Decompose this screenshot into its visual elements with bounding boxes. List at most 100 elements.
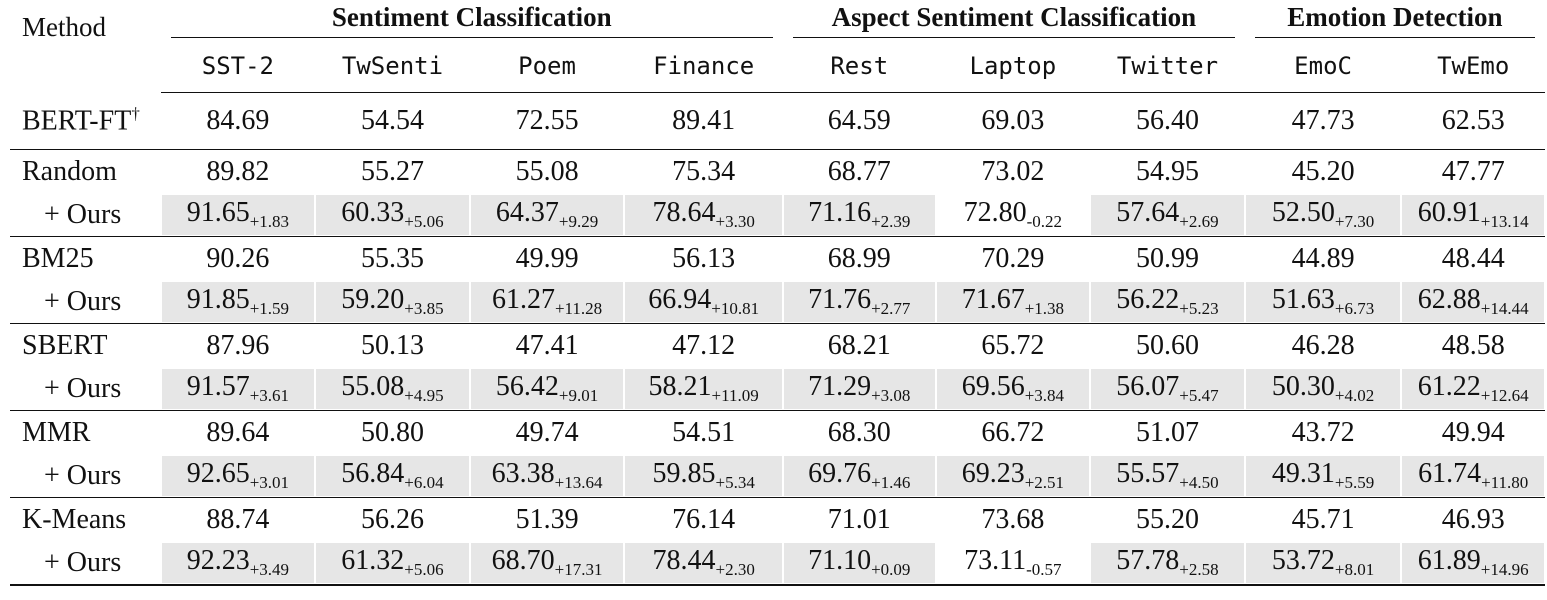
table-cell-ours: 56.84+6.04 [315, 455, 470, 498]
group-header-emotion: Emotion Detection [1245, 0, 1545, 40]
delta: +13.64 [554, 473, 603, 492]
value: 72.80 [963, 197, 1027, 228]
value: 71.16 [808, 197, 872, 228]
delta: -0.57 [1026, 560, 1062, 579]
value: 49.31 [1271, 458, 1335, 489]
table-cell-ours: 78.44+2.30 [624, 542, 783, 586]
table-cell-ours: 69.56+3.84 [935, 368, 1091, 411]
method-name: SBERT [22, 330, 108, 361]
table-cell: 45.71 [1291, 504, 1355, 535]
table-cell: 62.53 [1401, 92, 1545, 150]
table-cell: 55.27 [360, 156, 424, 187]
table-cell-ours: 69.23+2.51 [935, 455, 1091, 498]
value: 69.56 [961, 371, 1025, 402]
table-cell-ours: 61.74+11.80 [1401, 455, 1545, 498]
table-cell: 51.39 [515, 504, 579, 535]
delta: +7.30 [1334, 212, 1375, 231]
table-cell: 75.34 [672, 156, 736, 187]
delta: +5.34 [715, 473, 755, 492]
column-header: Twitter [1090, 40, 1245, 93]
delta: +11.09 [711, 386, 759, 405]
table-cell: 55.08 [515, 156, 579, 187]
table-cell: 90.26 [206, 243, 270, 274]
value: 59.85 [652, 458, 716, 489]
value: 51.63 [1271, 284, 1335, 315]
value: 58.21 [648, 371, 712, 402]
delta: +1.46 [871, 473, 911, 492]
delta: +5.47 [1179, 386, 1219, 405]
table-cell-ours: 59.20+3.85 [315, 281, 470, 324]
table-cell: 54.95 [1135, 156, 1199, 187]
table-cell-ours: 59.85+5.34 [624, 455, 783, 498]
value: 78.64 [652, 197, 716, 228]
value: 56.42 [495, 371, 559, 402]
table-cell: 47.73 [1244, 92, 1402, 150]
value: 60.33 [341, 197, 405, 228]
table-cell-ours: 91.85+1.59 [160, 281, 316, 324]
column-header: TwEmo [1401, 40, 1545, 93]
table-cell: 54.51 [672, 417, 736, 448]
value: 56.07 [1116, 371, 1180, 402]
delta: +3.61 [249, 386, 290, 405]
value: 61.27 [491, 284, 555, 315]
value: 91.65 [186, 197, 250, 228]
table-cell-ours: 57.78+2.58 [1090, 542, 1245, 586]
table-cell-ours: 68.70+17.31 [469, 542, 625, 586]
delta: +3.49 [249, 560, 290, 579]
delta: -0.22 [1026, 212, 1063, 231]
delta: +0.09 [871, 560, 911, 579]
value: 50.30 [1271, 371, 1335, 402]
value: 56.84 [341, 458, 405, 489]
table-cell: 87.96 [206, 330, 270, 361]
table-cell-ours: 91.65+1.83 [160, 194, 316, 237]
table-cell: 70.29 [981, 243, 1045, 274]
delta: +3.85 [404, 299, 444, 318]
method-name: MMR [22, 417, 91, 448]
table-body: BERT-FT† 84.69 54.54 72.55 89.41 64.59 69.03 56… [10, 92, 1545, 586]
method-name: Random [22, 156, 117, 187]
value: 52.50 [1271, 197, 1335, 228]
delta: +9.01 [558, 386, 599, 405]
value: 55.57 [1116, 458, 1180, 489]
value: 78.44 [652, 545, 716, 576]
value: 64.37 [495, 197, 559, 228]
delta: +2.30 [715, 560, 755, 579]
table-cell-ours: 58.21+11.09 [624, 368, 783, 411]
table-cell: 72.55 [469, 92, 625, 150]
table-cell: 73.68 [981, 504, 1045, 535]
table-row-ours: + Ours 92.23+3.49 61.32+5.06 68.70+17.31 78.… [10, 542, 1545, 586]
table-cell-ours: 53.72+8.01 [1244, 542, 1402, 586]
table-cell: 43.72 [1291, 417, 1355, 448]
delta: +6.73 [1334, 299, 1375, 318]
table-cell: 56.40 [1090, 92, 1245, 150]
table-cell-ours: 66.94+10.81 [624, 281, 783, 324]
delta: +12.64 [1480, 386, 1529, 405]
column-header: Laptop [935, 40, 1091, 93]
value: 92.65 [186, 458, 250, 489]
value: 91.57 [186, 371, 250, 402]
table-cell-ours: 57.64+2.69 [1090, 194, 1245, 237]
table-row-ours: + Ours 91.57+3.61 55.08+4.95 56.42+9.01 58.2… [10, 368, 1545, 411]
table-cell-ours: 56.42+9.01 [469, 368, 625, 411]
value: 55.08 [341, 371, 405, 402]
table-cell-ours: 56.07+5.47 [1090, 368, 1245, 411]
table-cell: 65.72 [981, 330, 1045, 361]
table-cell-ours: 51.63+6.73 [1244, 281, 1402, 324]
table-row-ours: + Ours 91.85+1.59 59.20+3.85 61.27+11.28 66.… [10, 281, 1545, 324]
delta: +13.14 [1480, 212, 1529, 231]
method-name: BERT-FT† [10, 92, 161, 150]
table-cell: 88.74 [206, 504, 270, 535]
table-cell: 45.20 [1291, 156, 1355, 187]
delta: +2.51 [1024, 473, 1065, 492]
value: 71.67 [961, 284, 1025, 315]
value: 57.78 [1116, 545, 1180, 576]
value: 61.74 [1418, 458, 1482, 489]
value: 73.11 [964, 545, 1027, 576]
delta: +10.81 [711, 299, 760, 318]
table-cell-ours: 78.64+3.30 [624, 194, 783, 237]
delta: +2.39 [871, 212, 911, 231]
table-row: MMR 89.64 50.80 49.74 54.51 68.30 66.72 51.07 43… [10, 411, 1545, 456]
method-name: BM25 [22, 243, 94, 274]
value: 61.89 [1417, 545, 1481, 576]
value: 53.72 [1271, 545, 1335, 576]
